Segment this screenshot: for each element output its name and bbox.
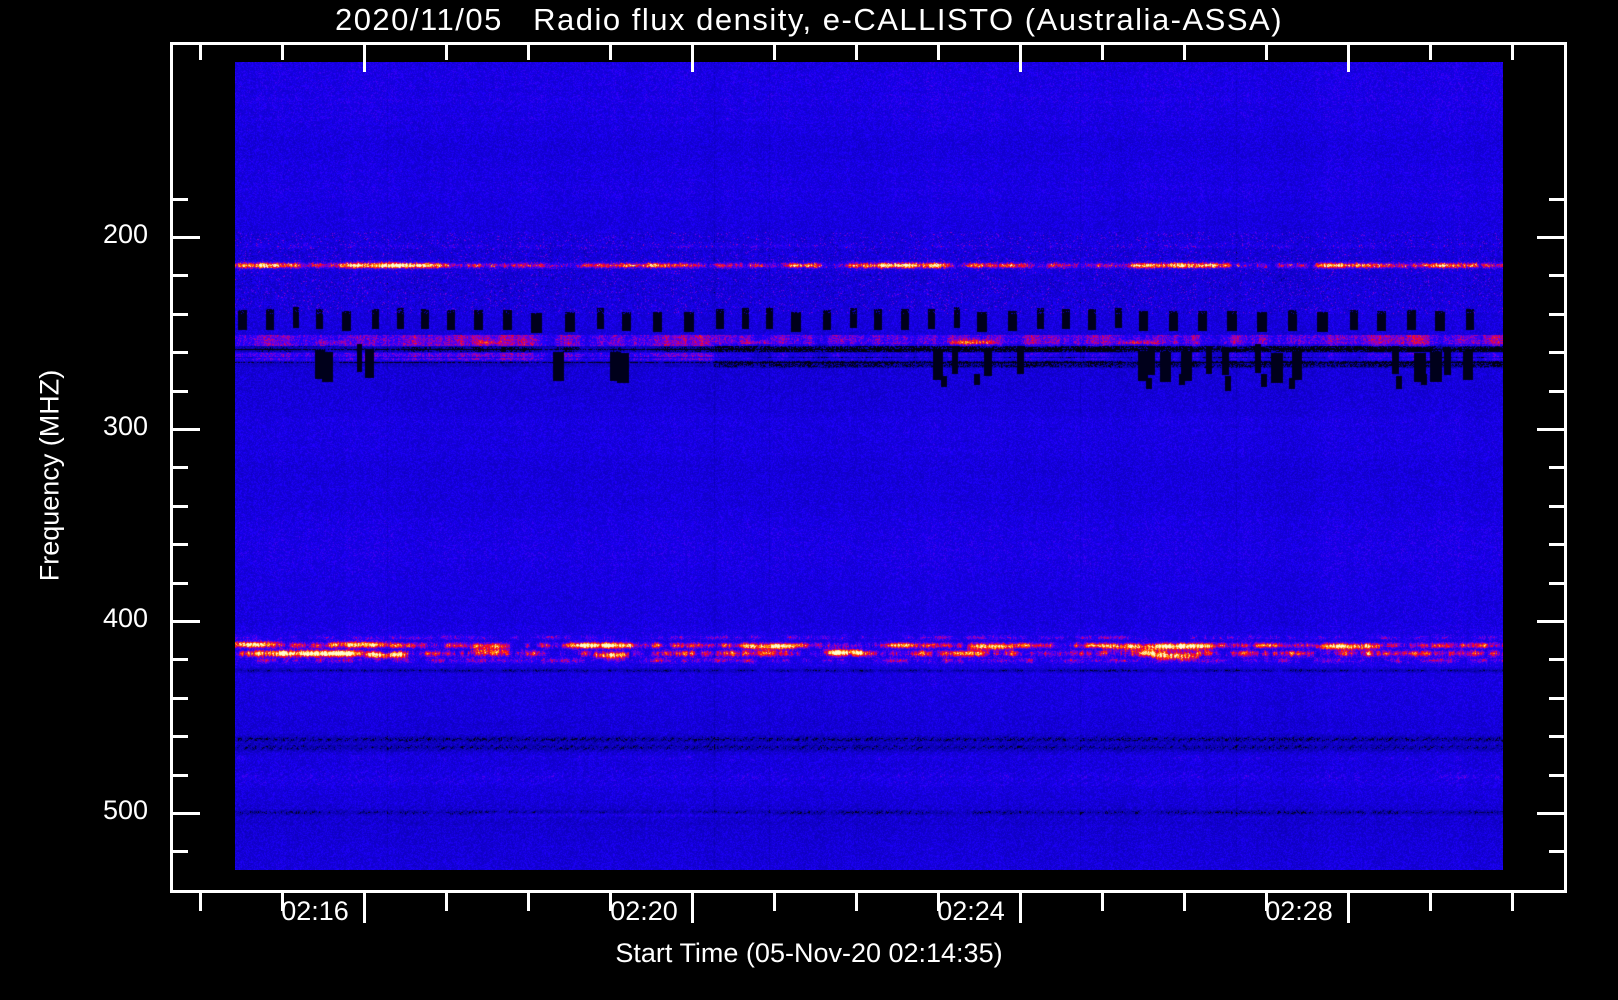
x-tick-minor-top [445, 42, 448, 60]
x-tick-minor [1429, 893, 1432, 911]
y-tick-minor [170, 582, 188, 585]
y-tick-minor [170, 313, 188, 316]
x-tick-major-top [691, 42, 694, 72]
x-tick-minor-top [199, 42, 202, 60]
y-tick-minor [170, 198, 188, 201]
y-tick-label: 500 [28, 795, 148, 826]
x-tick-minor [199, 893, 202, 911]
y-tick-major-right [1537, 620, 1567, 623]
x-tick-major-top [363, 42, 366, 72]
x-tick-minor-top [855, 42, 858, 60]
x-tick-major-top [1019, 42, 1022, 72]
x-tick-minor-top [1511, 42, 1514, 60]
y-tick-minor [170, 466, 188, 469]
x-tick-minor-top [1183, 42, 1186, 60]
y-tick-minor-right [1549, 658, 1567, 661]
x-tick-label: 02:16 [215, 896, 415, 927]
y-tick-minor-right [1549, 505, 1567, 508]
y-tick-minor [170, 774, 188, 777]
y-tick-minor [170, 735, 188, 738]
y-tick-minor-right [1549, 390, 1567, 393]
x-axis-title: Start Time (05-Nov-20 02:14:35) [0, 938, 1618, 969]
y-axis-title: Frequency (MHZ) [35, 266, 66, 686]
x-tick-minor [1101, 893, 1104, 911]
y-tick-label: 200 [28, 219, 148, 250]
y-tick-minor [170, 274, 188, 277]
y-tick-minor [170, 658, 188, 661]
y-tick-major [170, 428, 200, 431]
y-tick-minor-right [1549, 351, 1567, 354]
y-tick-minor [170, 351, 188, 354]
x-tick-minor-top [1265, 42, 1268, 60]
y-tick-minor-right [1549, 313, 1567, 316]
x-tick-label: 02:28 [1199, 896, 1399, 927]
x-tick-minor-top [773, 42, 776, 60]
y-tick-minor [170, 697, 188, 700]
spectrogram-figure: 2020/11/05 Radio flux density, e-CALLIST… [0, 0, 1618, 1000]
x-tick-minor-top [937, 42, 940, 60]
y-tick-minor-right [1549, 850, 1567, 853]
x-tick-major-top [1347, 42, 1350, 72]
y-tick-minor-right [1549, 582, 1567, 585]
figure-title: 2020/11/05 Radio flux density, e-CALLIST… [0, 2, 1618, 38]
x-tick-minor [855, 893, 858, 911]
y-tick-major-right [1537, 236, 1567, 239]
y-tick-minor-right [1549, 274, 1567, 277]
y-tick-minor-right [1549, 697, 1567, 700]
x-tick-minor-top [281, 42, 284, 60]
x-tick-minor-top [609, 42, 612, 60]
y-tick-major [170, 236, 200, 239]
x-tick-minor-top [1429, 42, 1432, 60]
y-tick-major [170, 620, 200, 623]
y-tick-minor-right [1549, 735, 1567, 738]
y-tick-major [170, 812, 200, 815]
x-tick-minor-top [527, 42, 530, 60]
x-tick-label: 02:20 [544, 896, 744, 927]
y-tick-minor [170, 850, 188, 853]
axes-frame [170, 42, 1567, 893]
x-tick-label: 02:24 [871, 896, 1071, 927]
x-tick-minor [1511, 893, 1514, 911]
x-tick-minor-top [1101, 42, 1104, 60]
x-tick-minor [445, 893, 448, 911]
x-tick-minor [1183, 893, 1186, 911]
y-tick-minor-right [1549, 774, 1567, 777]
y-tick-minor [170, 390, 188, 393]
y-tick-major-right [1537, 812, 1567, 815]
y-tick-minor [170, 505, 188, 508]
y-tick-minor-right [1549, 543, 1567, 546]
x-tick-minor [773, 893, 776, 911]
y-tick-minor [170, 543, 188, 546]
y-tick-minor-right [1549, 466, 1567, 469]
y-tick-major-right [1537, 428, 1567, 431]
x-tick-minor [527, 893, 530, 911]
y-tick-minor-right [1549, 198, 1567, 201]
